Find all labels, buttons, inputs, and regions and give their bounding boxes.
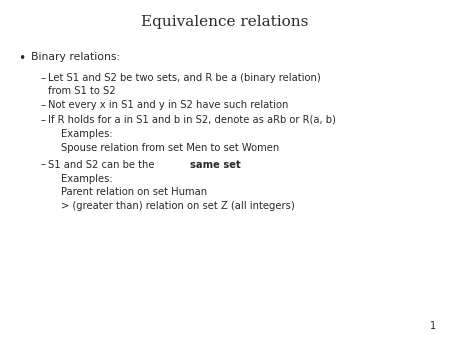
Text: Not every x in S1 and y in S2 have such relation: Not every x in S1 and y in S2 have such … (48, 100, 288, 110)
Text: If R holds for a in S1 and b in S2, denote as aRb or R(a, b): If R holds for a in S1 and b in S2, deno… (48, 115, 336, 125)
Text: 1: 1 (430, 321, 436, 331)
Text: –: – (40, 73, 45, 83)
Text: Equivalence relations: Equivalence relations (141, 15, 309, 29)
Text: > (greater than) relation on set Z (all integers): > (greater than) relation on set Z (all … (61, 201, 294, 211)
Text: Spouse relation from set Men to set Women: Spouse relation from set Men to set Wome… (61, 143, 279, 153)
Text: Binary relations:: Binary relations: (31, 52, 120, 63)
Text: •: • (18, 52, 25, 65)
Text: Let S1 and S2 be two sets, and R be a (binary relation): Let S1 and S2 be two sets, and R be a (b… (48, 73, 321, 83)
Text: S1 and S2 can be the: S1 and S2 can be the (48, 160, 158, 170)
Text: –: – (40, 160, 45, 170)
Text: Examples:: Examples: (61, 129, 112, 139)
Text: Examples:: Examples: (61, 174, 112, 184)
Text: from S1 to S2: from S1 to S2 (48, 86, 116, 96)
Text: –: – (40, 115, 45, 125)
Text: Parent relation on set Human: Parent relation on set Human (61, 187, 207, 197)
Text: same set: same set (189, 160, 240, 170)
Text: –: – (40, 100, 45, 110)
